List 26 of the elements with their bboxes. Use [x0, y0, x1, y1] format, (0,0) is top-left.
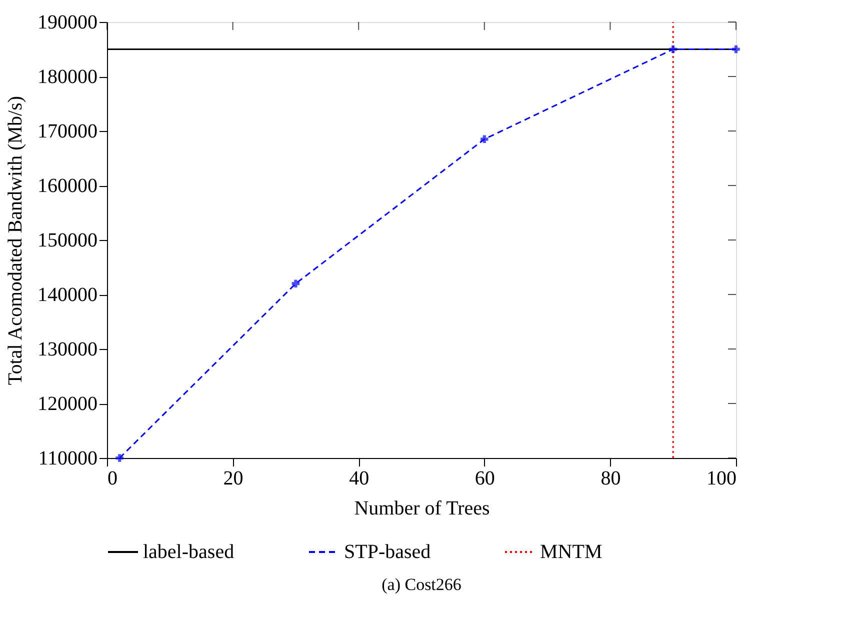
point — [732, 45, 740, 54]
x-tick-label: 60 — [474, 468, 495, 490]
legend-label: STP-based — [344, 541, 431, 563]
y-tick-label: 160000 — [38, 175, 98, 197]
point — [480, 135, 488, 144]
y-tick-label: 110000 — [38, 448, 98, 470]
x-tick-label: 0 — [108, 468, 118, 490]
y-tick-label: 120000 — [38, 393, 98, 415]
x-tick-label: 20 — [223, 468, 244, 490]
y-tick-label: 190000 — [38, 12, 98, 34]
x-tick-label: 100 — [706, 468, 736, 490]
y-tick-label: 130000 — [38, 338, 98, 360]
x-tick-label: 40 — [349, 468, 370, 490]
point — [116, 454, 124, 462]
y-tick-label: 170000 — [38, 120, 98, 142]
text: (a) Cost266 — [382, 575, 462, 594]
y-axis-title: Total Acomodated Bandwith (Mb/s) — [4, 96, 26, 386]
legend-label: label-based — [143, 541, 234, 563]
y-tick-label: 180000 — [38, 66, 98, 88]
y-tick-label: 150000 — [38, 230, 98, 252]
point — [669, 45, 677, 54]
y-tick-label: 140000 — [38, 284, 98, 306]
x-axis-title: Number of Trees — [354, 498, 490, 520]
point — [292, 280, 300, 288]
legend-label: MNTM — [540, 541, 602, 563]
x-tick-label: 80 — [600, 468, 621, 490]
